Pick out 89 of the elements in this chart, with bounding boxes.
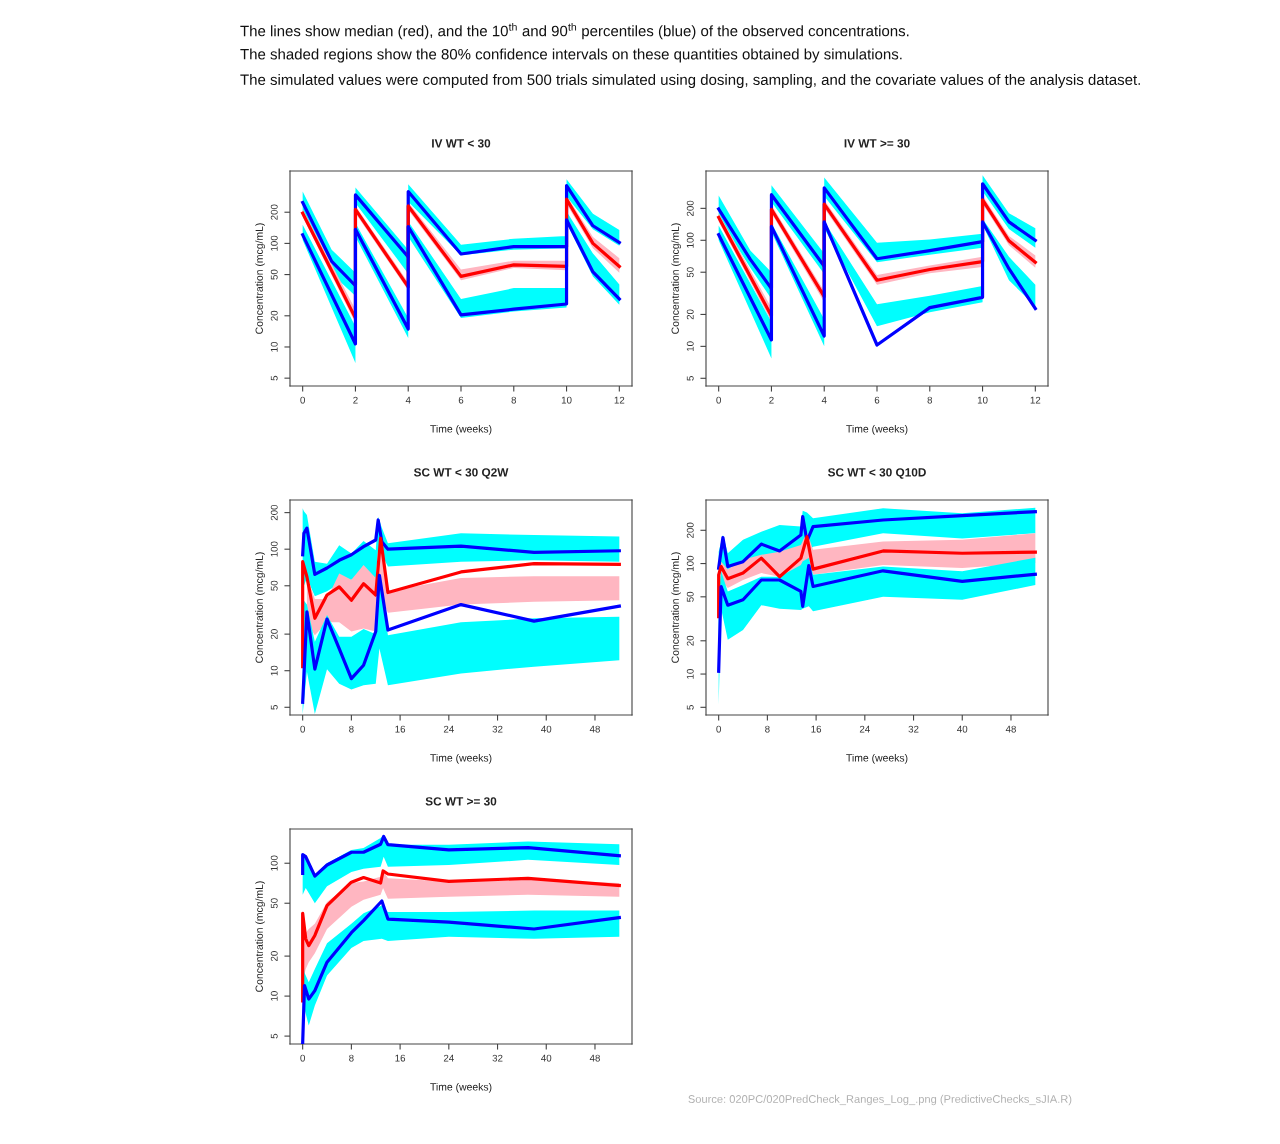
y-tick-label: 200	[686, 200, 694, 216]
y-tick-label: 5	[686, 376, 694, 381]
line-series	[301, 518, 621, 577]
y-axis-title: Concentration (mcg/mL)	[671, 223, 681, 334]
chart-title: SC WT >= 30	[425, 797, 497, 806]
y-tick-label: 5	[270, 375, 278, 381]
x-tick-label: 0	[300, 396, 305, 404]
x-tick-label: 6	[874, 396, 880, 404]
text: The simulated values were computed from 500 trials simulated using dosing, sampling, and the covariate values of the analysis dataset.	[240, 74, 1140, 88]
y-tick-label: 50	[686, 591, 694, 602]
line-series	[717, 563, 1037, 673]
y-tick-label: 50	[270, 898, 278, 909]
y-tick-label: 100	[686, 555, 694, 571]
y-tick-label: 20	[270, 629, 278, 640]
x-tick-label: 8	[765, 725, 770, 733]
y-axis-title: Concentration (mcg/mL)	[255, 552, 265, 663]
source-note: Source: 020PC/020PredCheck_Ranges_Log_.png (PredictiveChecks_sJIA.R)	[688, 1094, 1072, 1106]
line-series	[301, 869, 621, 1003]
y-tick-label: 100	[270, 855, 278, 871]
line-series	[717, 510, 1037, 570]
x-tick-label: 2	[769, 396, 774, 404]
x-tick-label: 48	[1005, 725, 1016, 733]
x-tick-label: 10	[977, 396, 988, 404]
x-tick-label: 8	[349, 1054, 354, 1062]
x-axis-title: Time (weeks)	[430, 753, 492, 764]
text: The shaded regions show the 80% confidence intervals on these quantities obtained by simulations.	[240, 48, 902, 63]
text: The lines show median (red), and the 10$^{th}$ and 90$^{th}$ percentiles (blue) of the observed concentrations.	[240, 23, 909, 40]
y-tick-label: 20	[686, 635, 694, 646]
x-tick-label: 16	[395, 725, 406, 733]
y-tick-label: 100	[270, 235, 278, 251]
x-tick-label: 8	[511, 396, 517, 404]
x-tick-label: 10	[561, 396, 572, 404]
y-axis-title: Concentration (mcg/mL)	[671, 552, 681, 663]
x-tick-label: 32	[492, 1054, 503, 1062]
y-tick-label: 10	[686, 669, 694, 679]
y-tick-label: 200	[270, 204, 278, 220]
x-tick-label: 16	[395, 1054, 406, 1062]
x-tick-label: 6	[458, 396, 464, 404]
chart-title: SC WT < 30 Q10D	[827, 468, 926, 479]
y-tick-label: 5	[686, 705, 694, 710]
y-tick-label: 20	[270, 310, 278, 321]
line-series	[301, 536, 621, 669]
y-tick-label: 10	[686, 341, 694, 352]
y-tick-label: 200	[270, 504, 278, 521]
y-tick-label: 20	[270, 951, 278, 962]
y-tick-label: 50	[686, 267, 694, 278]
y-tick-label: 50	[270, 580, 278, 591]
x-axis-title: Time (weeks)	[846, 753, 908, 764]
y-tick-label: 200	[686, 522, 694, 538]
y-tick-label: 10	[270, 665, 278, 676]
line-series	[301, 834, 621, 878]
y-tick-label: 10	[270, 991, 278, 1001]
x-tick-label: 48	[589, 725, 600, 733]
y-tick-label: 5	[270, 704, 278, 710]
x-tick-label: 8	[927, 396, 933, 404]
chart-title: IV WT < 30	[432, 139, 491, 148]
x-tick-label: 12	[614, 396, 625, 404]
y-tick-label: 10	[270, 341, 278, 352]
y-tick-label: 20	[686, 309, 694, 320]
x-tick-label: 48	[589, 1054, 600, 1062]
x-axis-title: Time (weeks)	[846, 424, 908, 435]
chart-title: SC WT < 30 Q2W	[413, 468, 509, 479]
x-tick-label: 2	[353, 396, 358, 404]
x-axis-title: Time (weeks)	[430, 1082, 492, 1093]
x-tick-label: 24	[859, 725, 870, 733]
x-tick-label: 0	[300, 1054, 305, 1062]
y-tick-label: 5	[270, 1033, 278, 1039]
x-axis-title: Time (weeks)	[430, 424, 492, 435]
y-axis-title: Concentration (mcg/mL)	[255, 881, 265, 992]
x-tick-label: 0	[300, 725, 305, 733]
y-tick-label: 100	[686, 232, 694, 248]
y-axis-title: Concentration (mcg/mL)	[255, 223, 265, 334]
x-tick-label: 24	[443, 1054, 454, 1062]
x-tick-label: 12	[1030, 396, 1041, 404]
x-tick-label: 0	[716, 725, 721, 733]
y-tick-label: 100	[270, 541, 278, 557]
x-tick-label: 24	[443, 725, 454, 733]
x-tick-label: 40	[957, 725, 968, 733]
x-tick-label: 4	[821, 396, 827, 404]
chart-title: IV WT >= 30	[844, 139, 910, 148]
y-tick-label: 50	[270, 269, 278, 280]
x-tick-label: 32	[908, 725, 919, 733]
x-tick-label: 40	[541, 1054, 552, 1062]
x-tick-label: 8	[349, 725, 354, 733]
x-tick-label: 4	[405, 396, 411, 404]
x-tick-label: 32	[492, 725, 503, 733]
x-tick-label: 16	[811, 725, 822, 733]
x-tick-label: 40	[541, 725, 552, 733]
x-tick-label: 0	[716, 396, 721, 404]
